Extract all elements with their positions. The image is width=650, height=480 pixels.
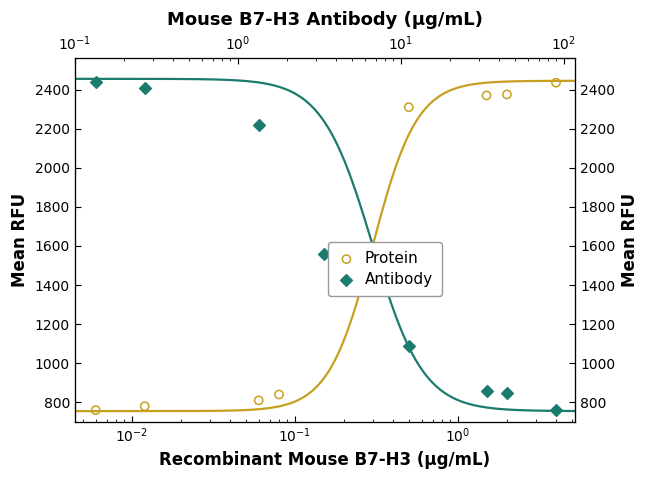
Legend: Protein, Antibody: Protein, Antibody <box>328 242 442 296</box>
Protein <box>140 402 150 410</box>
Y-axis label: Mean RFU: Mean RFU <box>621 193 639 287</box>
Protein <box>551 79 561 86</box>
Antibody <box>318 250 329 258</box>
Protein <box>482 92 492 99</box>
Antibody <box>404 342 414 349</box>
X-axis label: Recombinant Mouse B7-H3 (μg/mL): Recombinant Mouse B7-H3 (μg/mL) <box>159 451 491 469</box>
Protein <box>404 103 414 111</box>
Antibody <box>551 406 561 414</box>
Antibody <box>140 84 150 92</box>
Antibody <box>482 387 492 395</box>
Protein <box>254 396 264 404</box>
Antibody <box>90 78 101 85</box>
Protein <box>502 91 512 98</box>
Protein <box>90 406 101 414</box>
Protein <box>274 391 284 398</box>
X-axis label: Mouse B7-H3 Antibody (μg/mL): Mouse B7-H3 Antibody (μg/mL) <box>167 11 483 29</box>
Protein <box>367 287 378 295</box>
Antibody <box>502 389 512 396</box>
Antibody <box>254 121 264 129</box>
Y-axis label: Mean RFU: Mean RFU <box>11 193 29 287</box>
